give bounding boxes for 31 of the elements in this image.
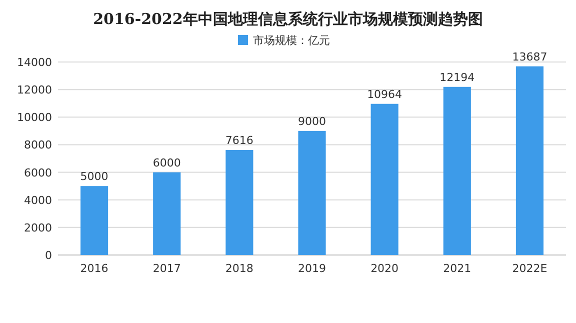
x-tick-label: 2019: [298, 262, 326, 275]
bar: [516, 66, 544, 255]
bar: [226, 150, 254, 255]
y-tick-label: 14000: [17, 56, 52, 69]
data-label: 9000: [298, 114, 326, 128]
x-tick-label: 2017: [152, 262, 181, 275]
bar: [80, 186, 108, 255]
bar: [443, 86, 471, 255]
bar: [298, 130, 326, 255]
chart-title: 2016-2022年中国地理信息系统行业市场规模预测趋势图: [93, 10, 483, 28]
data-label: 12194: [440, 70, 475, 84]
y-tick-label: 12000: [17, 84, 52, 97]
legend-label: 市场规模：亿元: [253, 34, 330, 47]
x-tick-label: 2016: [80, 262, 108, 275]
x-tick-label: 2018: [225, 262, 254, 275]
y-tick-label: 2000: [24, 221, 52, 234]
y-tick-label: 6000: [24, 166, 52, 180]
y-tick-label: 4000: [24, 194, 52, 207]
data-label: 10964: [367, 88, 402, 101]
x-tick-label: 2020: [370, 262, 399, 275]
bar: [370, 104, 398, 255]
data-label: 13687: [512, 50, 548, 64]
y-tick-label: 0: [45, 249, 52, 262]
x-tick-label: 2021: [443, 262, 472, 275]
data-label: 6000: [152, 156, 181, 170]
y-tick-label: 10000: [17, 111, 52, 124]
x-tick-label: 2022E: [512, 262, 548, 275]
bar: [153, 172, 181, 255]
y-tick-label: 8000: [24, 138, 52, 152]
data-label: 5000: [80, 170, 108, 184]
data-label: 7616: [225, 134, 254, 148]
